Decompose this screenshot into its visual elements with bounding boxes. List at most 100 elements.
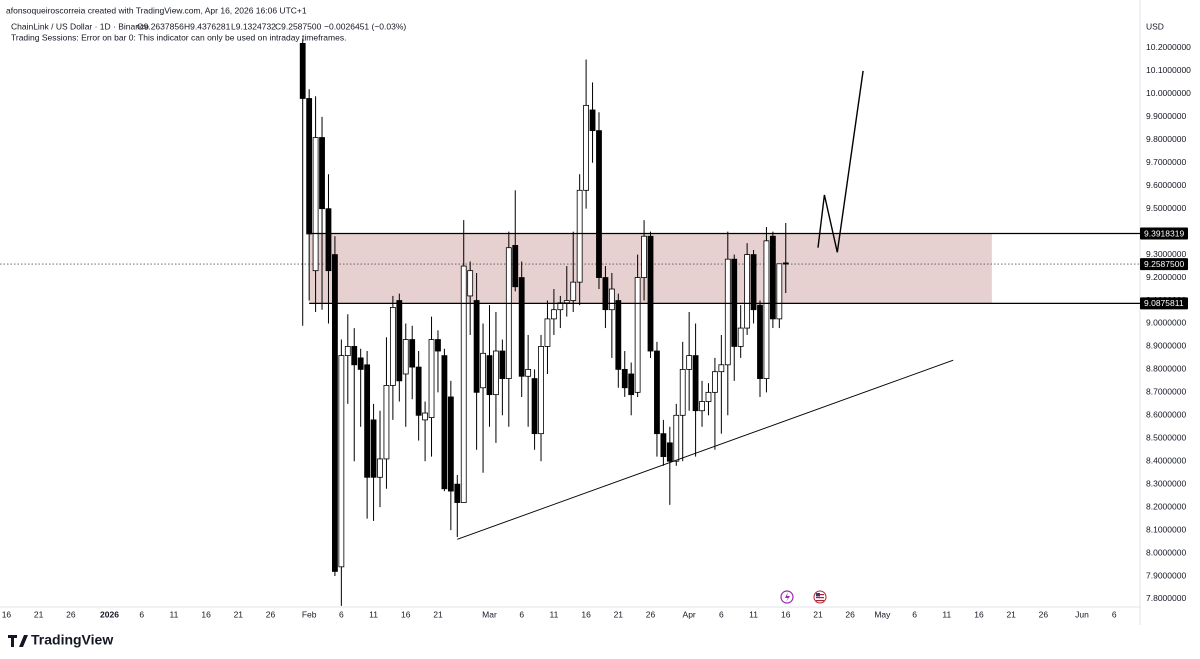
event-icon-lightning[interactable]	[780, 590, 794, 604]
candle-body	[679, 368, 686, 416]
candle-body	[319, 137, 325, 210]
candle-body	[776, 263, 783, 320]
candle-body	[396, 300, 403, 382]
candle-body	[608, 288, 615, 311]
y-tick-label: 10.2000000	[1146, 42, 1191, 52]
y-tick-label: 9.6000000	[1146, 180, 1186, 190]
x-tick-label: 26	[646, 609, 656, 619]
event-icon-flag[interactable]	[813, 590, 827, 604]
x-tick-label: 6	[339, 609, 344, 619]
candle-body	[531, 378, 538, 435]
y-tick-label: 9.7000000	[1146, 157, 1186, 167]
candle-body	[563, 300, 570, 304]
candle-body	[525, 368, 532, 377]
candle-body	[512, 245, 519, 288]
ohlc-low: L9.1324732	[231, 21, 276, 31]
x-tick-label: May	[874, 609, 891, 619]
level-label-box	[1140, 297, 1188, 310]
candle-body	[460, 265, 467, 503]
symbol: ChainLink / US Dollar · 1D · Binance	[11, 21, 149, 31]
candle-body	[666, 442, 673, 462]
x-tick-label: 11	[169, 609, 178, 619]
candle-body	[357, 357, 364, 370]
candle-body	[615, 300, 622, 370]
x-tick-label: Mar	[482, 609, 497, 619]
x-tick-label: 6	[519, 609, 524, 619]
candle-body	[351, 346, 358, 366]
candle-body	[383, 385, 390, 460]
candle-body	[422, 412, 428, 421]
attribution: afonsoqueiroscorreia created with Tradin…	[6, 5, 307, 15]
candle-body	[480, 352, 486, 389]
candle-body	[415, 366, 422, 416]
y-tick-label: 8.5000000	[1146, 433, 1186, 443]
candle-body	[332, 254, 338, 572]
candle-body	[370, 419, 377, 478]
candle-body	[660, 433, 667, 458]
y-tick-label: 8.4000000	[1146, 455, 1186, 465]
x-tick-label: 21	[34, 609, 44, 619]
x-tick-label: 16	[401, 609, 411, 619]
last-price-box	[1140, 258, 1188, 271]
x-tick-label: 21	[813, 609, 823, 619]
x-tick-label: 26	[66, 609, 76, 619]
candle-body	[724, 258, 731, 366]
candle-body	[299, 42, 306, 99]
logo-mark	[8, 635, 28, 647]
x-tick-label: Feb	[302, 609, 317, 619]
candle-body	[641, 235, 647, 278]
x-tick-label: 16	[781, 609, 791, 619]
y-tick-label: 7.9000000	[1146, 570, 1186, 580]
candle-body	[699, 401, 705, 412]
candle-body	[493, 350, 499, 396]
candle-body	[473, 300, 480, 393]
x-tick-label: 6	[139, 609, 144, 619]
candle-body	[628, 373, 635, 396]
y-tick-label: 8.6000000	[1146, 410, 1186, 420]
ohlc-close: C9.2587500	[275, 21, 322, 31]
x-tick-label: Apr	[683, 609, 696, 619]
y-tick-label: 8.2000000	[1146, 501, 1186, 511]
x-tick-label: 26	[266, 609, 276, 619]
candle-body	[505, 247, 512, 379]
x-tick-label: 26	[1039, 609, 1049, 619]
x-tick-label: 21	[614, 609, 624, 619]
candle-body	[338, 355, 345, 568]
x-tick-label: 6	[912, 609, 917, 619]
x-tick-label: 2026	[100, 609, 119, 619]
x-tick-label: 6	[1112, 609, 1117, 619]
candle-body	[538, 346, 544, 435]
y-tick-label: 9.3000000	[1146, 249, 1186, 259]
candle-body	[757, 304, 763, 379]
y-tick-label: 8.7000000	[1146, 387, 1186, 397]
candle-body	[518, 277, 525, 377]
candle-body	[589, 109, 596, 132]
candle-body	[486, 355, 493, 396]
candle-body	[409, 339, 416, 368]
logo-text: TradingView	[31, 632, 113, 648]
x-tick-label: 6	[719, 609, 724, 619]
candle-body	[377, 458, 383, 478]
logo: TradingView	[8, 632, 113, 648]
candle-body	[576, 189, 583, 283]
candle-body	[454, 483, 461, 503]
candle-body	[744, 254, 751, 329]
candle-body	[306, 98, 313, 235]
y-tick-label: 8.8000000	[1146, 364, 1186, 374]
y-tick-label: 8.9000000	[1146, 341, 1186, 351]
x-tick-label: 16	[2, 609, 12, 619]
candle-body	[769, 235, 776, 320]
candle-body	[718, 364, 725, 373]
change: −0.0026451 (−0.03%)	[324, 21, 406, 31]
candle-body	[325, 208, 332, 272]
level-label-box	[1140, 227, 1188, 240]
candle-body	[737, 327, 744, 347]
candle-body	[782, 262, 789, 265]
candle-body	[344, 346, 351, 357]
candle-body	[435, 339, 441, 352]
candle-body	[692, 355, 699, 412]
x-tick-label: 16	[974, 609, 984, 619]
x-tick-label: 16	[581, 609, 591, 619]
icon-stripe	[816, 597, 824, 599]
candle-body	[389, 307, 396, 386]
